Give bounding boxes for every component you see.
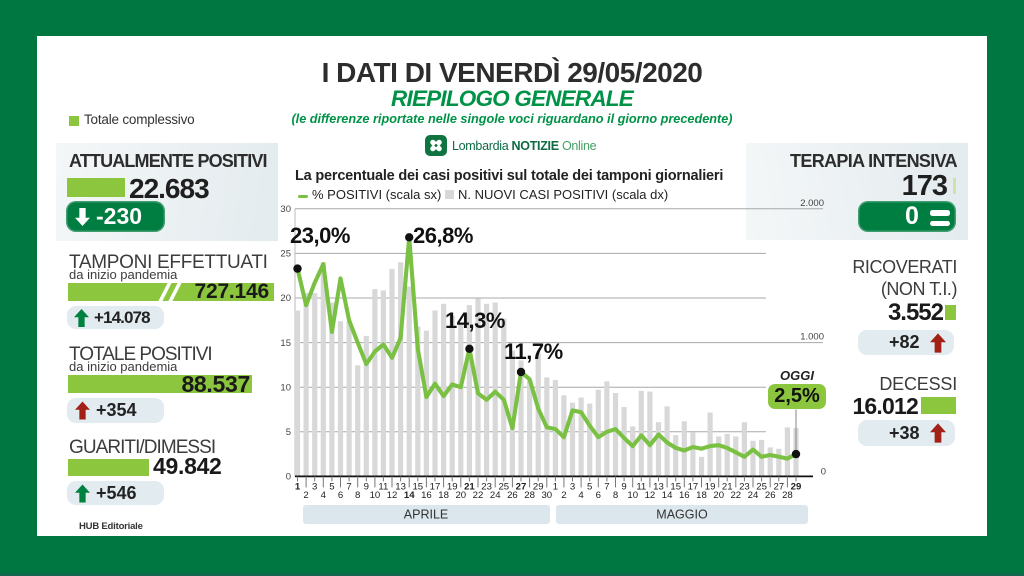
svg-text:15: 15 (412, 481, 423, 492)
svg-text:30: 30 (280, 204, 291, 215)
svg-text:16: 16 (421, 490, 432, 501)
svg-text:14: 14 (662, 490, 673, 501)
svg-text:21: 21 (722, 481, 733, 492)
svg-text:2.000: 2.000 (800, 198, 824, 209)
svg-text:27: 27 (773, 481, 784, 492)
svg-text:APRILE: APRILE (404, 508, 448, 522)
svg-text:13: 13 (395, 481, 406, 492)
svg-text:11: 11 (378, 481, 388, 492)
svg-text:25: 25 (756, 481, 767, 492)
svg-text:4: 4 (578, 490, 584, 501)
svg-text:29: 29 (791, 481, 802, 492)
svg-text:7: 7 (346, 481, 351, 492)
svg-text:26: 26 (765, 490, 776, 501)
svg-text:29: 29 (533, 481, 544, 492)
svg-text:6: 6 (596, 490, 601, 501)
svg-text:24: 24 (490, 490, 501, 501)
svg-text:5: 5 (286, 427, 291, 438)
svg-text:5: 5 (329, 481, 334, 492)
svg-text:20: 20 (713, 490, 724, 501)
svg-text:26: 26 (507, 490, 518, 501)
svg-text:10: 10 (627, 490, 638, 501)
svg-text:12: 12 (387, 490, 398, 501)
svg-text:12: 12 (645, 490, 656, 501)
svg-text:7: 7 (604, 481, 609, 492)
svg-text:6: 6 (338, 490, 343, 501)
svg-text:16: 16 (679, 490, 690, 501)
svg-text:15: 15 (280, 338, 291, 349)
svg-text:5: 5 (587, 481, 592, 492)
svg-text:0: 0 (821, 466, 826, 477)
svg-text:15: 15 (670, 481, 681, 492)
svg-text:MAGGIO: MAGGIO (656, 508, 708, 522)
svg-text:10: 10 (280, 382, 291, 393)
svg-text:3: 3 (312, 481, 317, 492)
svg-text:1.000: 1.000 (800, 332, 824, 343)
svg-text:1: 1 (295, 481, 301, 492)
svg-text:19: 19 (447, 481, 458, 492)
svg-text:22: 22 (730, 490, 741, 501)
svg-text:25: 25 (280, 249, 291, 260)
svg-text:18: 18 (438, 490, 449, 501)
svg-text:22: 22 (473, 490, 484, 501)
svg-text:25: 25 (498, 481, 509, 492)
svg-text:9: 9 (621, 481, 626, 492)
svg-text:13: 13 (653, 481, 664, 492)
svg-text:17: 17 (688, 481, 699, 492)
svg-text:9: 9 (364, 481, 369, 492)
svg-text:21: 21 (464, 481, 475, 492)
svg-text:20: 20 (455, 490, 466, 501)
svg-text:3: 3 (570, 481, 575, 492)
svg-text:17: 17 (430, 481, 441, 492)
svg-text:8: 8 (613, 490, 618, 501)
svg-text:0: 0 (286, 472, 291, 483)
svg-text:18: 18 (696, 490, 707, 501)
svg-text:30: 30 (541, 490, 552, 501)
svg-text:27: 27 (516, 481, 527, 492)
svg-text:1: 1 (553, 481, 558, 492)
svg-text:4: 4 (321, 490, 327, 501)
svg-text:11: 11 (636, 481, 646, 492)
svg-text:2: 2 (561, 490, 566, 501)
svg-text:28: 28 (524, 490, 535, 501)
svg-text:28: 28 (782, 490, 793, 501)
svg-text:23: 23 (739, 481, 750, 492)
svg-text:20: 20 (280, 293, 291, 304)
svg-text:2: 2 (303, 490, 308, 501)
svg-text:24: 24 (748, 490, 759, 501)
svg-text:8: 8 (355, 490, 360, 501)
svg-text:19: 19 (705, 481, 716, 492)
svg-text:10: 10 (370, 490, 381, 501)
svg-text:14: 14 (404, 490, 415, 501)
svg-text:23: 23 (481, 481, 492, 492)
